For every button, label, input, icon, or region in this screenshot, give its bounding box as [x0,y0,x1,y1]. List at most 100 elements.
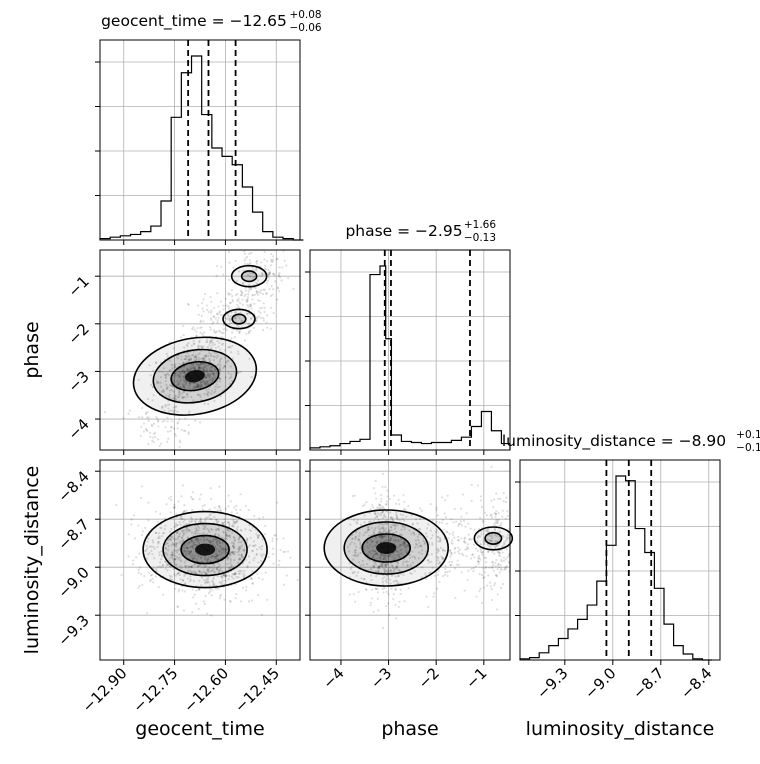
sample-point [262,317,265,320]
sample-point [454,546,457,550]
sample-point [474,565,477,568]
sample-point [374,479,377,483]
sample-point [253,514,256,517]
sample-point [473,556,476,559]
sample-point [494,573,498,577]
sample-point [490,598,494,602]
sample-point [196,386,199,389]
sample-point [240,291,244,294]
sample-point [158,565,161,568]
sample-point [395,617,398,620]
sample-point [206,381,209,384]
sample-point [218,541,222,544]
sample-point [219,330,222,334]
sample-point [188,382,191,385]
title-plus: +1.66 [464,219,496,231]
sample-point [216,509,219,512]
sample-point [246,298,249,301]
sample-point [193,562,196,566]
sample-point [210,338,214,341]
sample-point [280,279,283,282]
sample-point [197,540,200,543]
sample-point [144,411,148,414]
sample-point [157,438,160,441]
sample-point [189,381,192,385]
sample-point [466,578,469,581]
sample-point [146,553,149,556]
sample-point [176,380,179,383]
sample-point [252,558,255,562]
sample-point [404,508,407,511]
sample-point [212,577,215,581]
sample-point [248,529,251,532]
sample-point [232,573,236,576]
sample-point [261,329,265,332]
sample-point [182,534,185,537]
sample-point [197,385,200,388]
sample-point [377,609,380,612]
sample-point [184,529,188,532]
sample-point [205,337,208,340]
sample-point [223,573,226,576]
sample-point [235,279,238,282]
sample-point [195,362,198,365]
sample-point [183,504,186,507]
sample-point [221,580,224,583]
sample-point [210,518,213,521]
sample-point [201,357,204,360]
sample-point [190,357,193,360]
sample-point [138,584,141,587]
sample-point [397,498,400,502]
sample-point [217,533,220,536]
sample-point [247,290,250,293]
sample-point [256,279,260,282]
sample-point [265,293,268,296]
sample-point [193,367,197,371]
sample-point [218,360,221,364]
sample-point [168,393,171,396]
sample-point [162,367,166,370]
density-contour [484,531,503,545]
sample-point [132,559,135,562]
sample-point [505,496,508,499]
sample-point [183,380,186,383]
sample-point [185,355,188,358]
sample-point [174,406,177,409]
sample-point [248,288,251,291]
sample-point [237,545,241,549]
sample-point [187,357,190,361]
sample-point [155,570,158,573]
sample-point [182,361,185,364]
sample-point [202,379,205,382]
sample-point [254,544,257,547]
sample-point [200,381,203,384]
sample-point [152,369,155,372]
sample-point [186,367,189,370]
sample-point [253,293,257,296]
sample-point [483,511,487,514]
sample-point [179,578,182,581]
sample-point [171,368,174,371]
sample-point [247,305,250,309]
sample-point [166,440,169,443]
sample-point [385,605,388,608]
sample-point [130,518,133,521]
sample-point [249,275,252,278]
sample-point [213,343,216,346]
sample-point [160,566,163,569]
sample-point [228,319,232,322]
sample-point [211,589,214,592]
sample-point [218,534,221,538]
sample-point [429,502,432,506]
sample-point [176,537,179,541]
sample-point [210,340,213,343]
sample-point [386,489,389,492]
sample-point [203,602,206,606]
sample-point [179,378,183,381]
sample-point [190,565,193,569]
sample-point [246,296,250,299]
sample-point [211,377,214,380]
sample-point [178,446,181,449]
sample-point [239,294,242,297]
sample-point [222,521,225,525]
